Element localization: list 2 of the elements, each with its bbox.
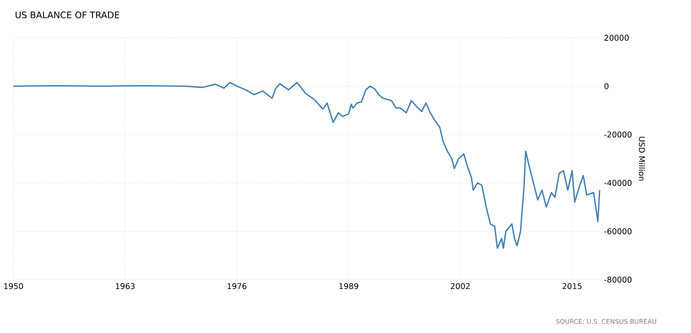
chart-title: US BALANCE OF TRADE [16,11,120,18]
line-series [12,82,600,249]
